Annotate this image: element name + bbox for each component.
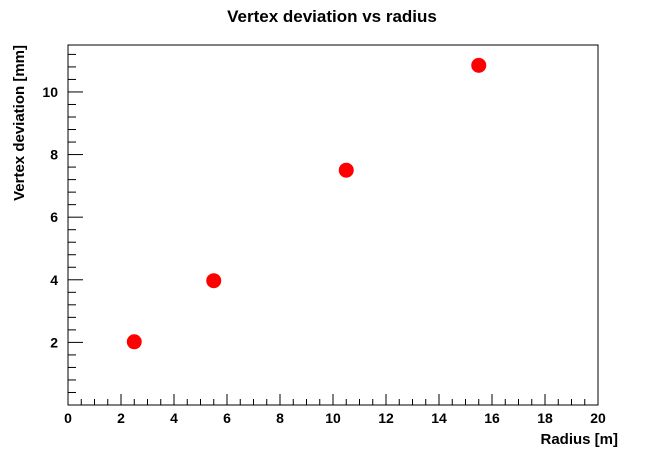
x-axis-label: Radius [m] bbox=[540, 431, 618, 448]
x-tick-label: 0 bbox=[64, 410, 72, 426]
x-tick-label: 6 bbox=[223, 410, 231, 426]
x-tick-label: 8 bbox=[276, 410, 284, 426]
plot-frame bbox=[67, 44, 599, 406]
data-points bbox=[126, 57, 487, 350]
x-tick-label: 10 bbox=[325, 410, 341, 426]
x-tick-label: 12 bbox=[378, 410, 394, 426]
y-tick-label: 8 bbox=[50, 147, 58, 163]
x-tick-label: 18 bbox=[537, 410, 553, 426]
x-tick-label: 2 bbox=[117, 410, 125, 426]
x-tick-label: 20 bbox=[590, 410, 606, 426]
x-tick-label: 4 bbox=[170, 410, 178, 426]
x-tick-label: 16 bbox=[484, 410, 500, 426]
y-tick-label: 6 bbox=[50, 209, 58, 225]
chart-title: Vertex deviation vs radius bbox=[227, 7, 437, 26]
y-axis-label: Vertex deviation [mm] bbox=[11, 45, 28, 201]
data-point bbox=[206, 273, 222, 289]
y-axis: 2 4 6 8 10 bbox=[42, 53, 83, 406]
data-point bbox=[338, 162, 354, 178]
x-axis: 0 2 4 6 8 10 12 14 16 18 20 bbox=[64, 394, 606, 426]
y-tick-label: 10 bbox=[42, 84, 58, 100]
x-tick-label: 14 bbox=[431, 410, 447, 426]
y-tick-label: 4 bbox=[50, 272, 58, 288]
data-point bbox=[471, 57, 487, 73]
y-tick-label: 2 bbox=[50, 334, 58, 350]
data-point bbox=[126, 334, 142, 350]
